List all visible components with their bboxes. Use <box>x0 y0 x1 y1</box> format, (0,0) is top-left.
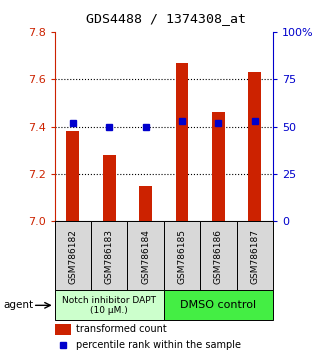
Bar <box>212 112 225 221</box>
Bar <box>164 290 273 320</box>
Bar <box>176 63 188 221</box>
Bar <box>91 221 127 292</box>
Text: GSM786183: GSM786183 <box>105 229 114 284</box>
Bar <box>103 155 116 221</box>
Text: Notch inhibitor DAPT
(10 μM.): Notch inhibitor DAPT (10 μM.) <box>62 296 156 315</box>
Bar <box>237 221 273 292</box>
Text: GSM786182: GSM786182 <box>68 229 77 284</box>
Text: DMSO control: DMSO control <box>180 300 257 310</box>
Bar <box>249 72 261 221</box>
Text: GSM786187: GSM786187 <box>250 229 260 284</box>
Bar <box>139 186 152 221</box>
Bar <box>55 221 91 292</box>
Bar <box>55 290 164 320</box>
Text: GSM786184: GSM786184 <box>141 229 150 284</box>
Bar <box>200 221 237 292</box>
Bar <box>67 131 79 221</box>
Text: percentile rank within the sample: percentile rank within the sample <box>76 340 241 350</box>
Text: transformed count: transformed count <box>76 324 167 334</box>
Text: GDS4488 / 1374308_at: GDS4488 / 1374308_at <box>85 12 246 25</box>
Bar <box>127 221 164 292</box>
Text: GSM786185: GSM786185 <box>177 229 187 284</box>
Bar <box>55 324 71 335</box>
Text: GSM786186: GSM786186 <box>214 229 223 284</box>
Text: agent: agent <box>3 300 33 310</box>
Bar <box>164 221 200 292</box>
